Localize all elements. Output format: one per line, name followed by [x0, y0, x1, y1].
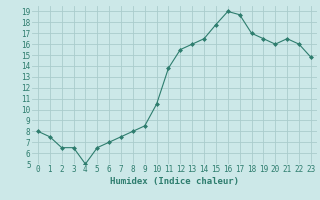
X-axis label: Humidex (Indice chaleur): Humidex (Indice chaleur): [110, 177, 239, 186]
